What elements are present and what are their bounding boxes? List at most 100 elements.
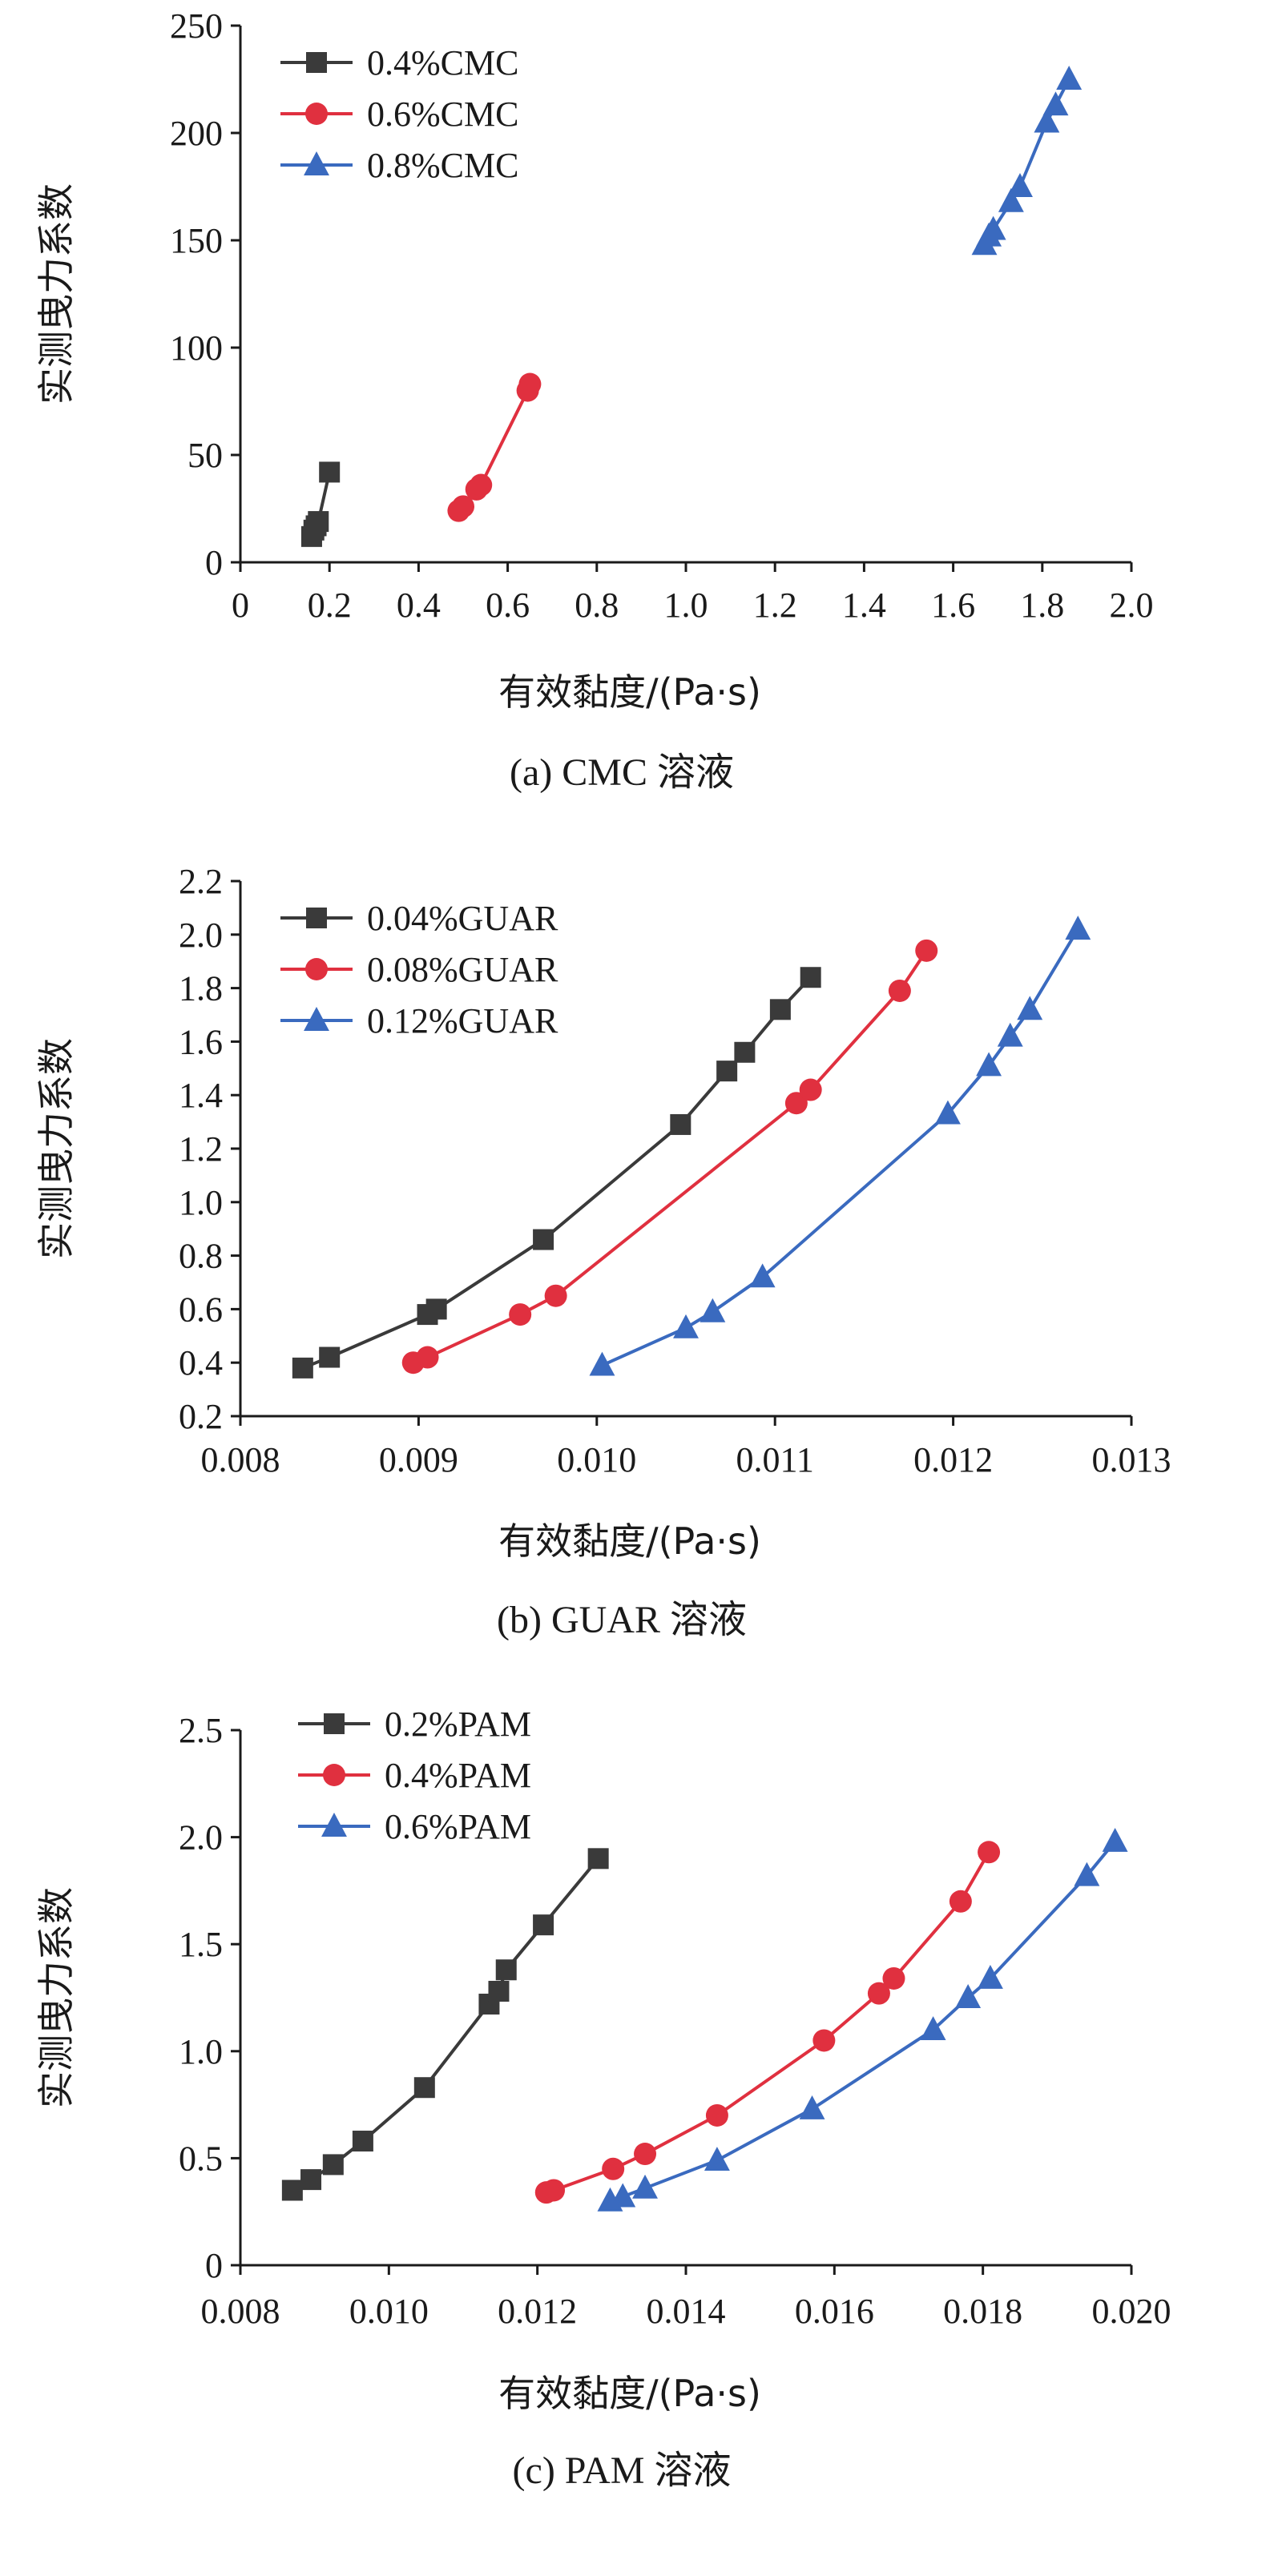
y-tick-label: 0.2 (179, 1397, 223, 1436)
y-tick-label: 150 (170, 221, 223, 260)
series-0.4%CMC (300, 461, 341, 547)
x-tick-label: 0.020 (1092, 2292, 1171, 2331)
x-tick-label: 0.018 (943, 2292, 1022, 2331)
data-point (352, 2131, 373, 2152)
x-tick-label: 0.8 (575, 586, 619, 625)
series-line (413, 949, 928, 1365)
series-line (302, 976, 812, 1370)
data-point (700, 1298, 726, 1322)
series-0.4%PAM (534, 1841, 1001, 2204)
series-0.6%PAM (597, 1827, 1128, 2212)
y-axis-label: 实测曳力系数 (34, 1038, 78, 1259)
x-tick-label: 0 (232, 586, 249, 625)
data-point (322, 2154, 344, 2176)
y-axis-label: 实测曳力系数 (34, 1887, 78, 2108)
data-point (976, 1052, 1002, 1077)
data-point (542, 2179, 566, 2202)
series-0.12%GUAR (589, 916, 1091, 1376)
x-tick-label: 1.4 (842, 586, 886, 625)
series-0.2%PAM (281, 1848, 609, 2201)
data-point (587, 1848, 609, 1870)
data-point (1017, 996, 1043, 1020)
data-point (416, 1346, 439, 1369)
y-tick-label: 50 (187, 436, 223, 475)
x-tick-label: 0.012 (913, 1440, 993, 1479)
y-tick-label: 1.0 (179, 2032, 223, 2071)
data-point (769, 999, 791, 1020)
data-point (949, 1890, 972, 1913)
data-point (799, 1078, 822, 1101)
data-point (934, 1100, 961, 1125)
data-point (980, 215, 1006, 240)
data-point (716, 1061, 738, 1082)
data-point (784, 1092, 808, 1115)
y-tick-label: 1.2 (179, 1129, 223, 1169)
y-tick-label: 2.2 (179, 862, 223, 901)
x-tick-label: 0.013 (1092, 1440, 1171, 1479)
x-tick-label: 1.6 (931, 586, 975, 625)
y-tick-label: 0 (205, 543, 223, 582)
data-point (308, 511, 329, 533)
data-point (452, 495, 474, 518)
legend-marker (306, 52, 327, 73)
series-line (546, 1851, 990, 2195)
x-tick-label: 0.008 (201, 1440, 280, 1479)
data-point (955, 1984, 982, 2008)
data-point (978, 1841, 1001, 1864)
panel-caption: (a) CMC 溶液 (510, 751, 734, 794)
legend-label: 0.2%PAM (385, 1705, 531, 1744)
data-point (319, 1346, 341, 1368)
data-point (705, 2103, 728, 2127)
x-tick-label: 0.014 (647, 2292, 726, 2331)
legend-entry: 0.08%GUAR (280, 950, 558, 989)
legend-marker (304, 1007, 329, 1031)
y-tick-label: 2.0 (179, 1818, 223, 1858)
data-point (1074, 1862, 1100, 1886)
y-tick-label: 200 (170, 114, 223, 153)
x-tick-label: 0.016 (795, 2292, 874, 2331)
legend-marker (321, 1813, 347, 1837)
data-point (1102, 1827, 1128, 1852)
chart-panel-3: 0 0.5 1.0 1.5 2.0 2.5 0.008 0.010 0.012 0.014 0.01… (34, 1705, 1171, 2492)
x-tick-label: 1.0 (664, 586, 708, 625)
y-tick-label: 2.5 (179, 1711, 223, 1750)
legend-entry: 0.2%PAM (298, 1705, 531, 1744)
series-0.6%CMC (447, 372, 542, 522)
panel-caption: (b) GUAR 溶液 (497, 1599, 747, 1641)
series-line (609, 1840, 1117, 2203)
x-tick-label: 0.009 (379, 1440, 458, 1479)
y-tick-label: 0.4 (179, 1343, 223, 1383)
data-point (319, 461, 341, 483)
data-point (292, 1357, 313, 1379)
x-tick-label: 0.012 (498, 2292, 577, 2331)
series-line (291, 1858, 600, 2192)
y-axis-label: 实测曳力系数 (34, 183, 78, 405)
data-point (915, 939, 938, 962)
data-point (1007, 173, 1033, 197)
data-point (1034, 108, 1060, 133)
x-axis-label: 有效黏度/(Pa·s) (498, 670, 761, 714)
legend-label: 0.6%CMC (367, 95, 518, 134)
legend-label: 0.4%PAM (385, 1756, 531, 1795)
legend-marker (306, 908, 327, 928)
x-axis-label: 有效黏度/(Pa·s) (498, 1519, 761, 1563)
y-tick-label: 2.0 (179, 916, 223, 955)
legend-label: 0.08%GUAR (367, 950, 558, 989)
y-tick-label: 1.0 (179, 1183, 223, 1222)
data-point (1065, 916, 1091, 940)
data-point (882, 1966, 905, 1990)
panel-caption: (c) PAM 溶液 (513, 2449, 732, 2492)
legend-entry: 0.04%GUAR (280, 899, 558, 938)
data-point (518, 372, 542, 396)
legend-label: 0.6%PAM (385, 1807, 531, 1846)
data-point (749, 1263, 776, 1288)
series-line (601, 928, 1079, 1367)
data-point (867, 1982, 890, 2005)
data-point (673, 1314, 699, 1338)
legend-label: 0.12%GUAR (367, 1001, 558, 1040)
y-tick-label: 0 (205, 2246, 223, 2285)
legend-label: 0.8%CMC (367, 146, 518, 185)
data-point (998, 187, 1024, 212)
legend-marker (304, 151, 329, 175)
